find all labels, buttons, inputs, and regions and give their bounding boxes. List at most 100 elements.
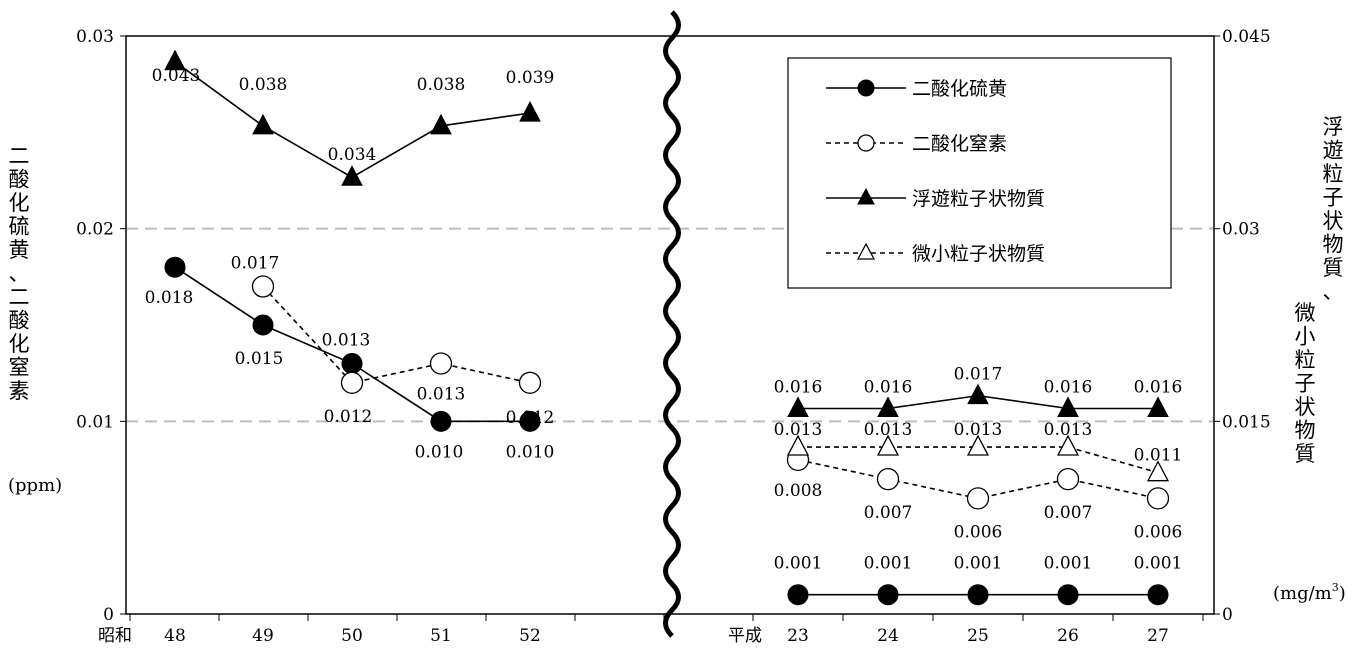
marker-filled-circle bbox=[787, 584, 809, 606]
marker-filled-triangle bbox=[430, 113, 452, 135]
left-axis-title-char: 素 bbox=[9, 379, 30, 403]
legend-marker-filled-circle bbox=[857, 79, 875, 97]
data-label: 0.038 bbox=[417, 75, 466, 95]
right-axis-title-char: 遊 bbox=[1323, 139, 1344, 163]
grid-lines bbox=[126, 227, 1214, 423]
marker-filled-triangle bbox=[877, 396, 899, 417]
data-label: 0.017 bbox=[231, 253, 280, 273]
right-axis-title: 浮遊粒子状物質、微小粒子状物質 bbox=[1295, 115, 1344, 466]
marker-open-circle bbox=[429, 352, 453, 375]
marker-open-triangle bbox=[966, 434, 990, 456]
series-layer bbox=[164, 49, 1170, 606]
x-tick-label: 50 bbox=[341, 626, 363, 646]
legend-label: 二酸化硫黄 bbox=[912, 78, 1007, 100]
x-axis-ticks: 昭和 48 49 50 51 52 平成 23 24 25 26 27 bbox=[98, 614, 1204, 646]
data-label: 0.016 bbox=[1044, 377, 1093, 397]
left-axis-title-char: 酸 bbox=[9, 168, 30, 192]
axis-break-wave bbox=[663, 10, 681, 638]
right-axis-title-char: 、 bbox=[1323, 280, 1344, 304]
right-axis-unit: (mg/m3) bbox=[1273, 581, 1346, 604]
data-label: 0.016 bbox=[1134, 377, 1183, 397]
x-tick-label: 49 bbox=[252, 626, 274, 646]
marker-filled-triangle bbox=[1057, 396, 1079, 417]
x-tick-label: 25 bbox=[967, 626, 989, 646]
right-tick-label: 0.015 bbox=[1222, 412, 1271, 432]
right-axis-title-char: 質 bbox=[1295, 442, 1316, 466]
legend-marker-open-triangle bbox=[856, 242, 876, 260]
data-label: 0.006 bbox=[954, 522, 1003, 542]
legend-box bbox=[787, 57, 1172, 289]
right-axis-title-char: 粒 bbox=[1295, 348, 1316, 372]
marker-filled-triangle bbox=[1147, 396, 1169, 417]
data-label: 0.016 bbox=[864, 377, 913, 397]
data-label: 0.013 bbox=[774, 420, 823, 440]
right-axis-unit-sup: 3 bbox=[1332, 581, 1339, 594]
marker-open-circle bbox=[251, 275, 275, 298]
left-tick-label: 0.01 bbox=[76, 412, 114, 432]
right-tick-label: 0.045 bbox=[1222, 27, 1271, 47]
marker-open-triangle bbox=[786, 434, 810, 456]
marker-filled-circle bbox=[341, 353, 363, 375]
data-label: 0.013 bbox=[1044, 420, 1093, 440]
marker-open-circle bbox=[1146, 487, 1170, 510]
left-axis-title-char: 酸 bbox=[9, 309, 30, 333]
marker-filled-triangle bbox=[252, 113, 274, 135]
data-label: 0.010 bbox=[415, 442, 464, 462]
left-tick-label: 0 bbox=[103, 605, 114, 625]
right-tick-label: 0 bbox=[1222, 605, 1233, 625]
data-label: 0.013 bbox=[417, 385, 466, 405]
x-tick-label: 23 bbox=[787, 626, 809, 646]
marker-filled-triangle bbox=[787, 396, 809, 417]
data-label: 0.007 bbox=[1044, 503, 1093, 523]
legend-label: 微小粒子状物質 bbox=[912, 243, 1045, 265]
right-axis-title-char: 粒 bbox=[1323, 162, 1344, 186]
data-label: 0.011 bbox=[1134, 446, 1183, 466]
right-axis-unit-base: (mg/m bbox=[1273, 583, 1332, 604]
right-axis-title-char: 物 bbox=[1323, 233, 1344, 257]
right-axis-title-char: 状 bbox=[1295, 395, 1316, 419]
left-axis-title: 二酸化硫黄、二酸化窒素 bbox=[9, 144, 30, 403]
data-label: 0.010 bbox=[506, 442, 555, 462]
data-label: 0.012 bbox=[324, 407, 373, 427]
x-era-label: 平成 bbox=[728, 626, 762, 646]
data-label: 0.013 bbox=[322, 331, 371, 351]
data-label: 0.013 bbox=[864, 420, 913, 440]
left-tick-label: 0.03 bbox=[76, 27, 114, 47]
data-label: 0.001 bbox=[954, 554, 1003, 574]
marker-filled-circle bbox=[1147, 584, 1169, 606]
data-label: 0.017 bbox=[954, 365, 1003, 385]
marker-filled-triangle bbox=[164, 49, 186, 71]
left-tick-label: 0.02 bbox=[76, 220, 114, 240]
left-axis-title-char: 黄 bbox=[9, 238, 30, 262]
left-axis-unit: (ppm) bbox=[8, 475, 62, 496]
series-line bbox=[262, 285, 531, 384]
data-label: 0.001 bbox=[1134, 554, 1183, 574]
marker-filled-triangle bbox=[519, 100, 541, 122]
x-tick-label: 24 bbox=[877, 626, 899, 646]
data-label: 0.001 bbox=[774, 554, 823, 574]
left-axis-title-char: 二 bbox=[9, 285, 30, 309]
legend-label: 二酸化窒素 bbox=[912, 133, 1007, 155]
right-axis-title-char: 子 bbox=[1323, 186, 1344, 210]
left-axis-title-char: 窒 bbox=[9, 356, 30, 380]
x-tick-label: 48 bbox=[164, 626, 186, 646]
x-tick-label: 27 bbox=[1147, 626, 1169, 646]
marker-open-circle bbox=[340, 371, 364, 394]
left-axis-ticks: 0 0.01 0.02 0.03 bbox=[76, 27, 126, 625]
right-axis-title-char: 小 bbox=[1295, 325, 1316, 349]
left-axis-title-char: 、 bbox=[9, 262, 30, 286]
marker-open-circle bbox=[966, 487, 990, 510]
legend-label: 浮遊粒子状物質 bbox=[912, 188, 1045, 210]
right-axis-title-char: 子 bbox=[1295, 372, 1316, 396]
left-axis-title-char: 化 bbox=[9, 332, 30, 356]
x-tick-label: 26 bbox=[1057, 626, 1079, 646]
marker-filled-circle bbox=[430, 410, 452, 432]
data-label: 0.043 bbox=[152, 66, 201, 86]
right-axis-title-char: 浮 bbox=[1323, 115, 1344, 139]
data-labels: 0.018 0.015 0.013 0.010 0.010 0.001 0.001 0.001… bbox=[145, 66, 1183, 574]
data-label: 0.038 bbox=[239, 75, 288, 95]
data-label: 0.018 bbox=[145, 288, 194, 308]
right-axis-title-char: 物 bbox=[1295, 419, 1316, 443]
